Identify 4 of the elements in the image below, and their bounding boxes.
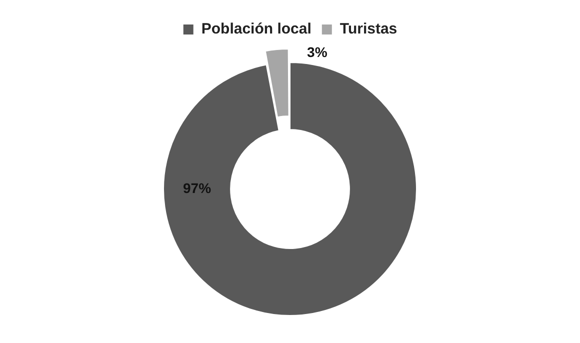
legend-label: Turistas <box>340 20 398 38</box>
legend-label: Población local <box>201 20 312 38</box>
data-label: 3% <box>307 44 328 60</box>
data-label: 97% <box>183 180 212 196</box>
